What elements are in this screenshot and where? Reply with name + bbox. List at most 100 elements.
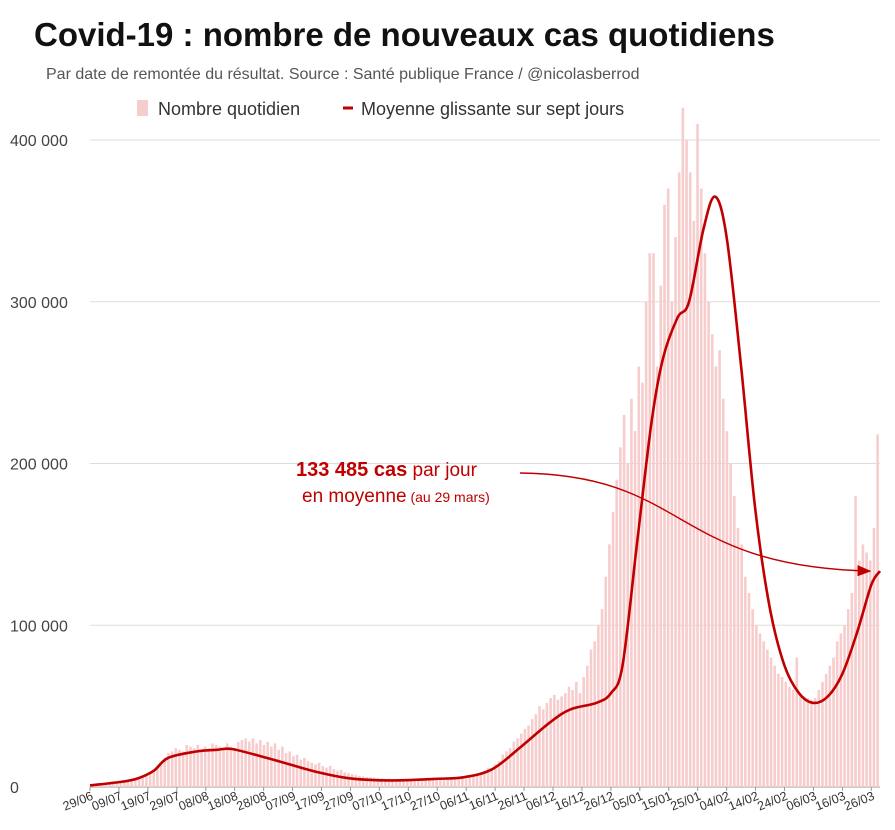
daily-bar bbox=[777, 673, 780, 787]
daily-bar bbox=[148, 772, 152, 787]
daily-bar bbox=[835, 641, 839, 787]
daily-bar bbox=[317, 762, 321, 787]
daily-bar bbox=[821, 681, 824, 787]
daily-bar bbox=[637, 366, 641, 787]
daily-bar bbox=[156, 765, 159, 787]
daily-bar bbox=[497, 761, 501, 787]
daily-bar bbox=[365, 776, 369, 787]
daily-bar bbox=[850, 592, 854, 787]
daily-bar bbox=[483, 770, 486, 787]
daily-bar bbox=[766, 649, 769, 787]
daily-bar bbox=[222, 748, 225, 787]
daily-bar bbox=[270, 746, 273, 787]
chart-subtitle: Par date de remontée du résultat. Source… bbox=[46, 66, 640, 83]
daily-bar bbox=[200, 749, 203, 787]
daily-bar bbox=[791, 689, 795, 787]
daily-bar bbox=[295, 754, 299, 787]
daily-bar bbox=[699, 188, 703, 787]
daily-bar bbox=[159, 762, 163, 787]
daily-bar bbox=[541, 709, 545, 787]
daily-bar bbox=[575, 681, 578, 787]
daily-bar bbox=[685, 140, 688, 787]
daily-bar bbox=[203, 746, 207, 787]
daily-bar bbox=[233, 748, 236, 787]
daily-bar bbox=[799, 693, 802, 787]
daily-bar bbox=[604, 576, 607, 787]
daily-bar bbox=[244, 738, 247, 787]
daily-bar bbox=[868, 560, 872, 787]
daily-bar bbox=[571, 689, 574, 787]
daily-bar bbox=[534, 714, 538, 787]
daily-bar bbox=[468, 777, 472, 787]
daily-bar bbox=[545, 702, 549, 787]
daily-bar bbox=[218, 746, 222, 787]
daily-bar bbox=[439, 778, 442, 787]
daily-bar bbox=[409, 780, 413, 787]
annotation-line-2: en moyenne (au 29 mars) bbox=[302, 486, 490, 507]
daily-bar bbox=[420, 780, 424, 787]
daily-bar bbox=[832, 657, 835, 787]
y-tick-label: 400 000 bbox=[10, 133, 68, 150]
daily-bar bbox=[255, 743, 258, 787]
daily-bar bbox=[464, 778, 468, 787]
daily-bar bbox=[178, 749, 181, 787]
daily-bar bbox=[101, 784, 104, 787]
daily-bar bbox=[512, 741, 516, 787]
daily-bar bbox=[666, 188, 670, 787]
daily-bar bbox=[810, 699, 813, 787]
daily-bar bbox=[428, 779, 431, 787]
daily-bar bbox=[240, 740, 244, 787]
daily-bar bbox=[431, 779, 435, 787]
daily-bar bbox=[376, 778, 380, 787]
daily-bar bbox=[299, 759, 303, 787]
daily-bar bbox=[163, 757, 167, 787]
daily-bar bbox=[321, 765, 325, 787]
daily-bar bbox=[251, 738, 255, 787]
daily-bar bbox=[450, 778, 453, 787]
daily-bar bbox=[494, 764, 497, 787]
daily-bar bbox=[597, 625, 600, 787]
daily-bar bbox=[108, 784, 111, 787]
daily-bar bbox=[648, 253, 652, 788]
daily-bar bbox=[406, 780, 409, 787]
daily-bar bbox=[795, 657, 799, 787]
daily-bar bbox=[417, 780, 420, 787]
daily-bar bbox=[413, 780, 416, 787]
daily-bar bbox=[707, 301, 710, 787]
daily-bar bbox=[112, 782, 115, 787]
daily-bar bbox=[652, 253, 655, 788]
daily-bar bbox=[644, 301, 648, 787]
daily-bar bbox=[336, 770, 339, 787]
daily-bar bbox=[339, 770, 343, 787]
daily-bar bbox=[736, 528, 740, 787]
daily-bar bbox=[586, 665, 589, 787]
daily-bar bbox=[145, 775, 148, 787]
daily-bar bbox=[236, 741, 240, 787]
daily-bar bbox=[424, 779, 427, 787]
daily-bar bbox=[806, 698, 810, 787]
daily-bar bbox=[872, 528, 876, 787]
daily-bar bbox=[332, 769, 336, 787]
annotation-date: (au 29 mars) bbox=[407, 489, 490, 505]
daily-bar bbox=[402, 779, 405, 787]
daily-bar bbox=[762, 641, 765, 787]
daily-bar bbox=[229, 746, 233, 787]
daily-bar bbox=[659, 285, 663, 787]
daily-bar bbox=[207, 748, 211, 787]
daily-bar bbox=[328, 765, 332, 787]
daily-bar bbox=[137, 777, 141, 787]
legend-label-average: Moyenne glissante sur sept jours bbox=[361, 99, 624, 119]
daily-bar bbox=[453, 777, 457, 787]
daily-bar bbox=[372, 777, 376, 787]
daily-bar bbox=[174, 748, 178, 787]
daily-bar bbox=[391, 779, 394, 787]
daily-bar bbox=[284, 753, 288, 787]
moving-average-line bbox=[89, 195, 882, 787]
daily-bar bbox=[214, 744, 218, 787]
x-tick-label: 26/03 bbox=[842, 789, 876, 814]
daily-bar bbox=[876, 434, 879, 787]
daily-bar bbox=[567, 686, 571, 787]
daily-bar bbox=[104, 783, 108, 787]
daily-bar bbox=[828, 665, 832, 787]
daily-bar bbox=[475, 774, 479, 787]
